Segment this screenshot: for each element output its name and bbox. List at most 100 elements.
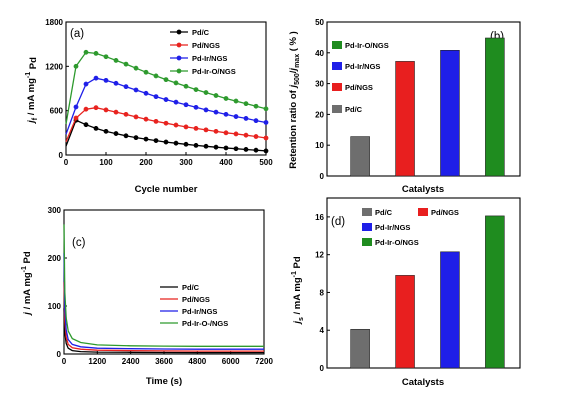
panel-c-series-line-2 (63, 253, 264, 350)
panel-d-ylabel-j: j (292, 321, 303, 326)
panel-a-series-3-point-5 (113, 58, 119, 63)
panel-a-series-0-point-5 (113, 131, 119, 136)
panel-b-frame (326, 21, 521, 177)
panel-b-ylabel-text: Retention ratio of (288, 88, 299, 169)
panel-a-series-0-point-10 (163, 139, 169, 145)
panel-c-xlabel: Time (s) (146, 376, 182, 387)
panel-b-legend-label-0: Pd-Ir-O/NGS (345, 41, 389, 50)
panel-a-series-3-point-19 (253, 103, 259, 109)
panel-a-series-1-point-14 (203, 127, 209, 133)
panel-a-series-3-point-6 (123, 61, 129, 67)
panel-a-series-1-point-17 (233, 131, 239, 137)
panel-b-legend-swatch-1 (332, 62, 342, 70)
panel-d-ylabel-unit: / mA mg (292, 277, 303, 317)
panel-d-bar-3 (485, 215, 505, 369)
panel-a-series-3-point-20 (263, 106, 269, 112)
panel-a-ylabel-sup: -1 (25, 72, 32, 78)
panel-c-legend-label-2: Pd-Ir/NGS (182, 307, 217, 316)
panel-b-ylabel-unit: ( % ) (288, 31, 299, 54)
panel-a-series-0-point-4 (103, 128, 109, 134)
panel-a-series-1-point-7 (133, 114, 139, 120)
panel-c-legend-label-0: Pd/C (182, 283, 200, 292)
panel-d-ylabel: js / mA mg-1 Pd (291, 256, 305, 326)
panel-d-xlabel: Catalysts (402, 377, 444, 388)
panel-a-xtick-label-1: 100 (99, 158, 113, 167)
panel-a-series-1-point-8 (143, 116, 149, 122)
panel-a-xtick-label-4: 400 (219, 158, 233, 167)
panel-a-series-0-point-15 (213, 144, 219, 150)
panel-d-ytick-label-2: 8 (320, 288, 325, 297)
panel-a-series-3-point-4 (103, 54, 109, 60)
panel-b-ytick-label-2: 20 (315, 110, 324, 119)
panel-a-series-1-point-2 (83, 106, 89, 112)
panel-a-ylabel-unit: / mA mg (26, 78, 37, 118)
panel-a-legend-label-1: Pd/NGS (192, 41, 220, 50)
panel-c-ytick-label-2: 200 (48, 254, 62, 263)
panel-d-ytick-label-1: 4 (320, 326, 325, 335)
panel-a-frame (65, 21, 267, 156)
panel-a-series-2-point-6 (123, 84, 129, 90)
panel-a-series-1-point-6 (123, 111, 129, 117)
panel-a-ylabel: jf / mA mg-1 Pd (25, 57, 39, 125)
panel-a-series-2-point-17 (233, 114, 239, 119)
panel-a-ylabel-sub: f (32, 117, 39, 120)
panel-d-legend-label-3: Pd-Ir-O/NGS (375, 238, 419, 247)
panel-a-series-2-point-14 (203, 107, 209, 113)
panel-a-legend-marker-3 (176, 68, 182, 74)
panel-a-series-0-point-17 (233, 146, 239, 152)
panel-a-series-3-point-12 (183, 83, 189, 89)
panel-a-series-1-point-20 (263, 135, 269, 141)
panel-b-ytick-label-0: 0 (320, 172, 325, 181)
panel-c-ylabel-sup: -1 (21, 266, 28, 272)
panel-a-series-2-point-10 (163, 97, 169, 102)
panel-b-legend-label-3: Pd/C (345, 105, 363, 114)
panel-a-label: (a) (70, 28, 84, 40)
panel-d-legend-swatch-0 (362, 208, 372, 216)
panel-a-ylabel-j: j (26, 120, 37, 125)
panel-b-legend-swatch-3 (332, 105, 342, 113)
panel-c: (c) Time (s) j / mA mg-1 Pd 0 100 200 300 0 1… (21, 206, 273, 387)
panel-c-xtick-label-3: 3600 (155, 357, 173, 366)
panel-b-xlabel: Catalysts (402, 184, 444, 195)
panel-a-series-3-point-13 (193, 87, 199, 93)
panel-a-series-1-point-11 (173, 122, 179, 128)
panel-c-ytick-label-0: 0 (57, 350, 62, 359)
panel-d-bar-2 (440, 251, 460, 369)
panel-a-series-1-point-19 (253, 134, 259, 139)
panel-a-series-3-point-1 (73, 63, 79, 69)
panel-a-legend-marker-1 (176, 42, 182, 48)
panel-d-ylabel-sub: s (298, 317, 305, 321)
panel-b-ylabel-j2: j (288, 68, 299, 73)
panel-a-series-2-point-2 (83, 81, 89, 87)
panel-a-series-0-point-20 (263, 148, 269, 154)
panel-a-series-1-point-1 (73, 115, 79, 121)
panel-a-legend-label-3: Pd-Ir-O/NGS (192, 67, 236, 76)
panel-d-legend-label-2: Pd-Ir/NGS (375, 223, 410, 232)
panel-a-series-3-point-8 (143, 69, 149, 75)
panel-b-ylabel-j1: j (288, 85, 299, 90)
panel-d-ylabel-pd: Pd (292, 256, 303, 271)
panel-c-legend-label-1: Pd/NGS (182, 295, 210, 304)
panel-a-ylabel-pd: Pd (28, 57, 39, 72)
panel-a-series-0-point-13 (193, 142, 199, 148)
panel-b-bar-0 (350, 136, 370, 177)
panel-a-series-1-point-4 (103, 107, 109, 113)
panel-d-ytick-label-0: 0 (320, 364, 325, 373)
panel-a-series-3-point-14 (203, 90, 209, 95)
panel-c-xtick-label-4: 4800 (188, 357, 206, 366)
panel-b-ylabel-sub2: max (294, 54, 301, 68)
panel-a-series-0-point-16 (223, 145, 229, 151)
panel-a-series-1-point-10 (163, 120, 169, 126)
panel-c-xtick-label-5: 6000 (222, 357, 240, 366)
panel-a-series-0-point-8 (143, 136, 149, 142)
panel-c-legend-label-3: Pd-Ir-O-/NGS (182, 319, 228, 328)
panel-a-ytick-label-1: 600 (50, 107, 64, 116)
panel-a-series-3-point-2 (83, 49, 89, 55)
panel-a-series-3-point-10 (163, 77, 169, 83)
panel-a-series-3-point-18 (243, 101, 249, 107)
panel-a-series-2-point-7 (133, 87, 139, 93)
panel-a-series-0-point-12 (183, 141, 189, 147)
panel-d-ylabel-sup: -1 (291, 271, 298, 277)
panel-b-bar-1 (395, 61, 415, 177)
